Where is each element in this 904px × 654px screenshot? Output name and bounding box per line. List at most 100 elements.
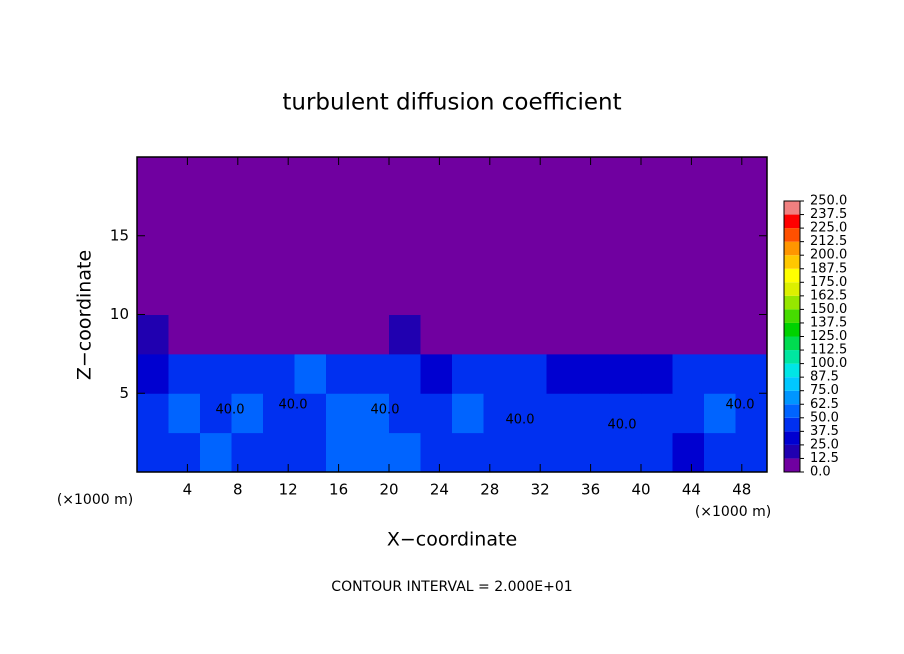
field-cell xyxy=(483,196,516,237)
field-cell xyxy=(137,235,169,276)
x-tick-label: 28 xyxy=(480,481,499,499)
field-cell xyxy=(578,235,610,276)
x-tick-label: 48 xyxy=(732,481,751,499)
x-tick-label: 32 xyxy=(531,481,550,499)
x-unit: (×1000 m) xyxy=(695,504,771,520)
field-cell xyxy=(326,196,358,237)
contour-label: 40.0 xyxy=(608,418,637,433)
field-cell xyxy=(578,353,610,394)
colorbar-label: 225.0 xyxy=(810,221,847,236)
x-tick-label: 4 xyxy=(183,481,193,499)
x-tick-label: 36 xyxy=(581,481,600,499)
field-cell xyxy=(704,432,736,473)
colorbar-swatch xyxy=(784,255,800,269)
field-cell xyxy=(168,353,201,394)
field-cell xyxy=(263,235,295,276)
field-cell xyxy=(137,393,169,434)
x-tick-label: 16 xyxy=(329,481,348,499)
field-cell xyxy=(420,393,453,434)
colorbar-label: 100.0 xyxy=(810,356,847,371)
field-cell xyxy=(294,393,327,434)
colorbar-swatch xyxy=(784,201,800,215)
field-cell xyxy=(641,157,673,197)
field-cell xyxy=(389,196,421,237)
x-axis-label: X−coordinate xyxy=(387,529,517,551)
colorbar-swatch xyxy=(784,444,800,459)
field-cell xyxy=(546,353,579,394)
colorbar-swatch xyxy=(784,350,800,364)
field-cell xyxy=(200,353,232,394)
colorbar-swatch xyxy=(784,241,800,256)
field-cell xyxy=(263,314,295,355)
colorbar-label: 250.0 xyxy=(810,194,847,209)
field-cell xyxy=(672,196,705,237)
field-cell xyxy=(326,235,358,276)
field-cell xyxy=(578,196,610,237)
field-cell xyxy=(294,275,327,315)
colorbar-label: 12.5 xyxy=(810,451,839,466)
field-cell xyxy=(420,314,453,355)
field-cell xyxy=(452,157,484,197)
colorbar-label: 150.0 xyxy=(810,302,847,317)
field-cell xyxy=(263,432,295,473)
field-cell xyxy=(452,235,484,276)
field-cell xyxy=(389,235,421,276)
contour-label: 40.0 xyxy=(506,413,535,428)
field-cell xyxy=(420,196,453,237)
y-axis-label: Z−coordinate xyxy=(74,250,96,380)
field-cell xyxy=(483,432,516,473)
field-cell xyxy=(546,157,579,197)
field-cell xyxy=(357,353,390,394)
field-cell xyxy=(326,393,358,434)
field-cell xyxy=(641,314,673,355)
field-cell xyxy=(231,432,264,473)
field-cell xyxy=(704,314,736,355)
field-cell xyxy=(704,196,736,237)
field-cell xyxy=(641,432,673,473)
field-cell xyxy=(231,353,264,394)
colorbar-swatch xyxy=(784,336,800,351)
field-cell xyxy=(263,275,295,315)
field-cell xyxy=(672,314,705,355)
field-cell xyxy=(672,157,705,197)
field-cell xyxy=(672,353,705,394)
field-cell xyxy=(609,157,642,197)
field-cell xyxy=(483,314,516,355)
field-cell xyxy=(168,157,201,197)
field-cell xyxy=(452,196,484,237)
x-tick-label: 24 xyxy=(430,481,449,499)
field-cell xyxy=(200,275,232,315)
colorbar-label: 75.0 xyxy=(810,383,839,398)
field-cell xyxy=(231,275,264,315)
field-cell xyxy=(735,157,768,197)
field-cell xyxy=(389,314,421,355)
field-cell xyxy=(420,275,453,315)
field-cell xyxy=(294,235,327,276)
field-cell xyxy=(357,314,390,355)
field-cell xyxy=(735,235,768,276)
field-cell xyxy=(168,432,201,473)
field-cell xyxy=(137,353,169,394)
field-cell xyxy=(452,314,484,355)
field-cell xyxy=(137,432,169,473)
field-cell xyxy=(704,157,736,197)
field-cell xyxy=(609,235,642,276)
field-cell xyxy=(672,432,705,473)
field-cell xyxy=(168,314,201,355)
colorbar-swatch xyxy=(784,417,800,432)
colorbar-label: 175.0 xyxy=(810,275,847,290)
colorbar-swatch xyxy=(784,282,800,296)
field-cell xyxy=(200,432,232,473)
colorbar-swatch xyxy=(784,309,800,323)
field-cell xyxy=(200,235,232,276)
field-cell xyxy=(326,432,358,473)
field-cell xyxy=(294,432,327,473)
field-cell xyxy=(231,314,264,355)
field-cell xyxy=(515,393,547,434)
field-cell xyxy=(231,235,264,276)
field-cell xyxy=(168,196,201,237)
field-cell xyxy=(294,196,327,237)
field-cell xyxy=(609,432,642,473)
field-cell xyxy=(578,393,610,434)
field-cell xyxy=(578,275,610,315)
